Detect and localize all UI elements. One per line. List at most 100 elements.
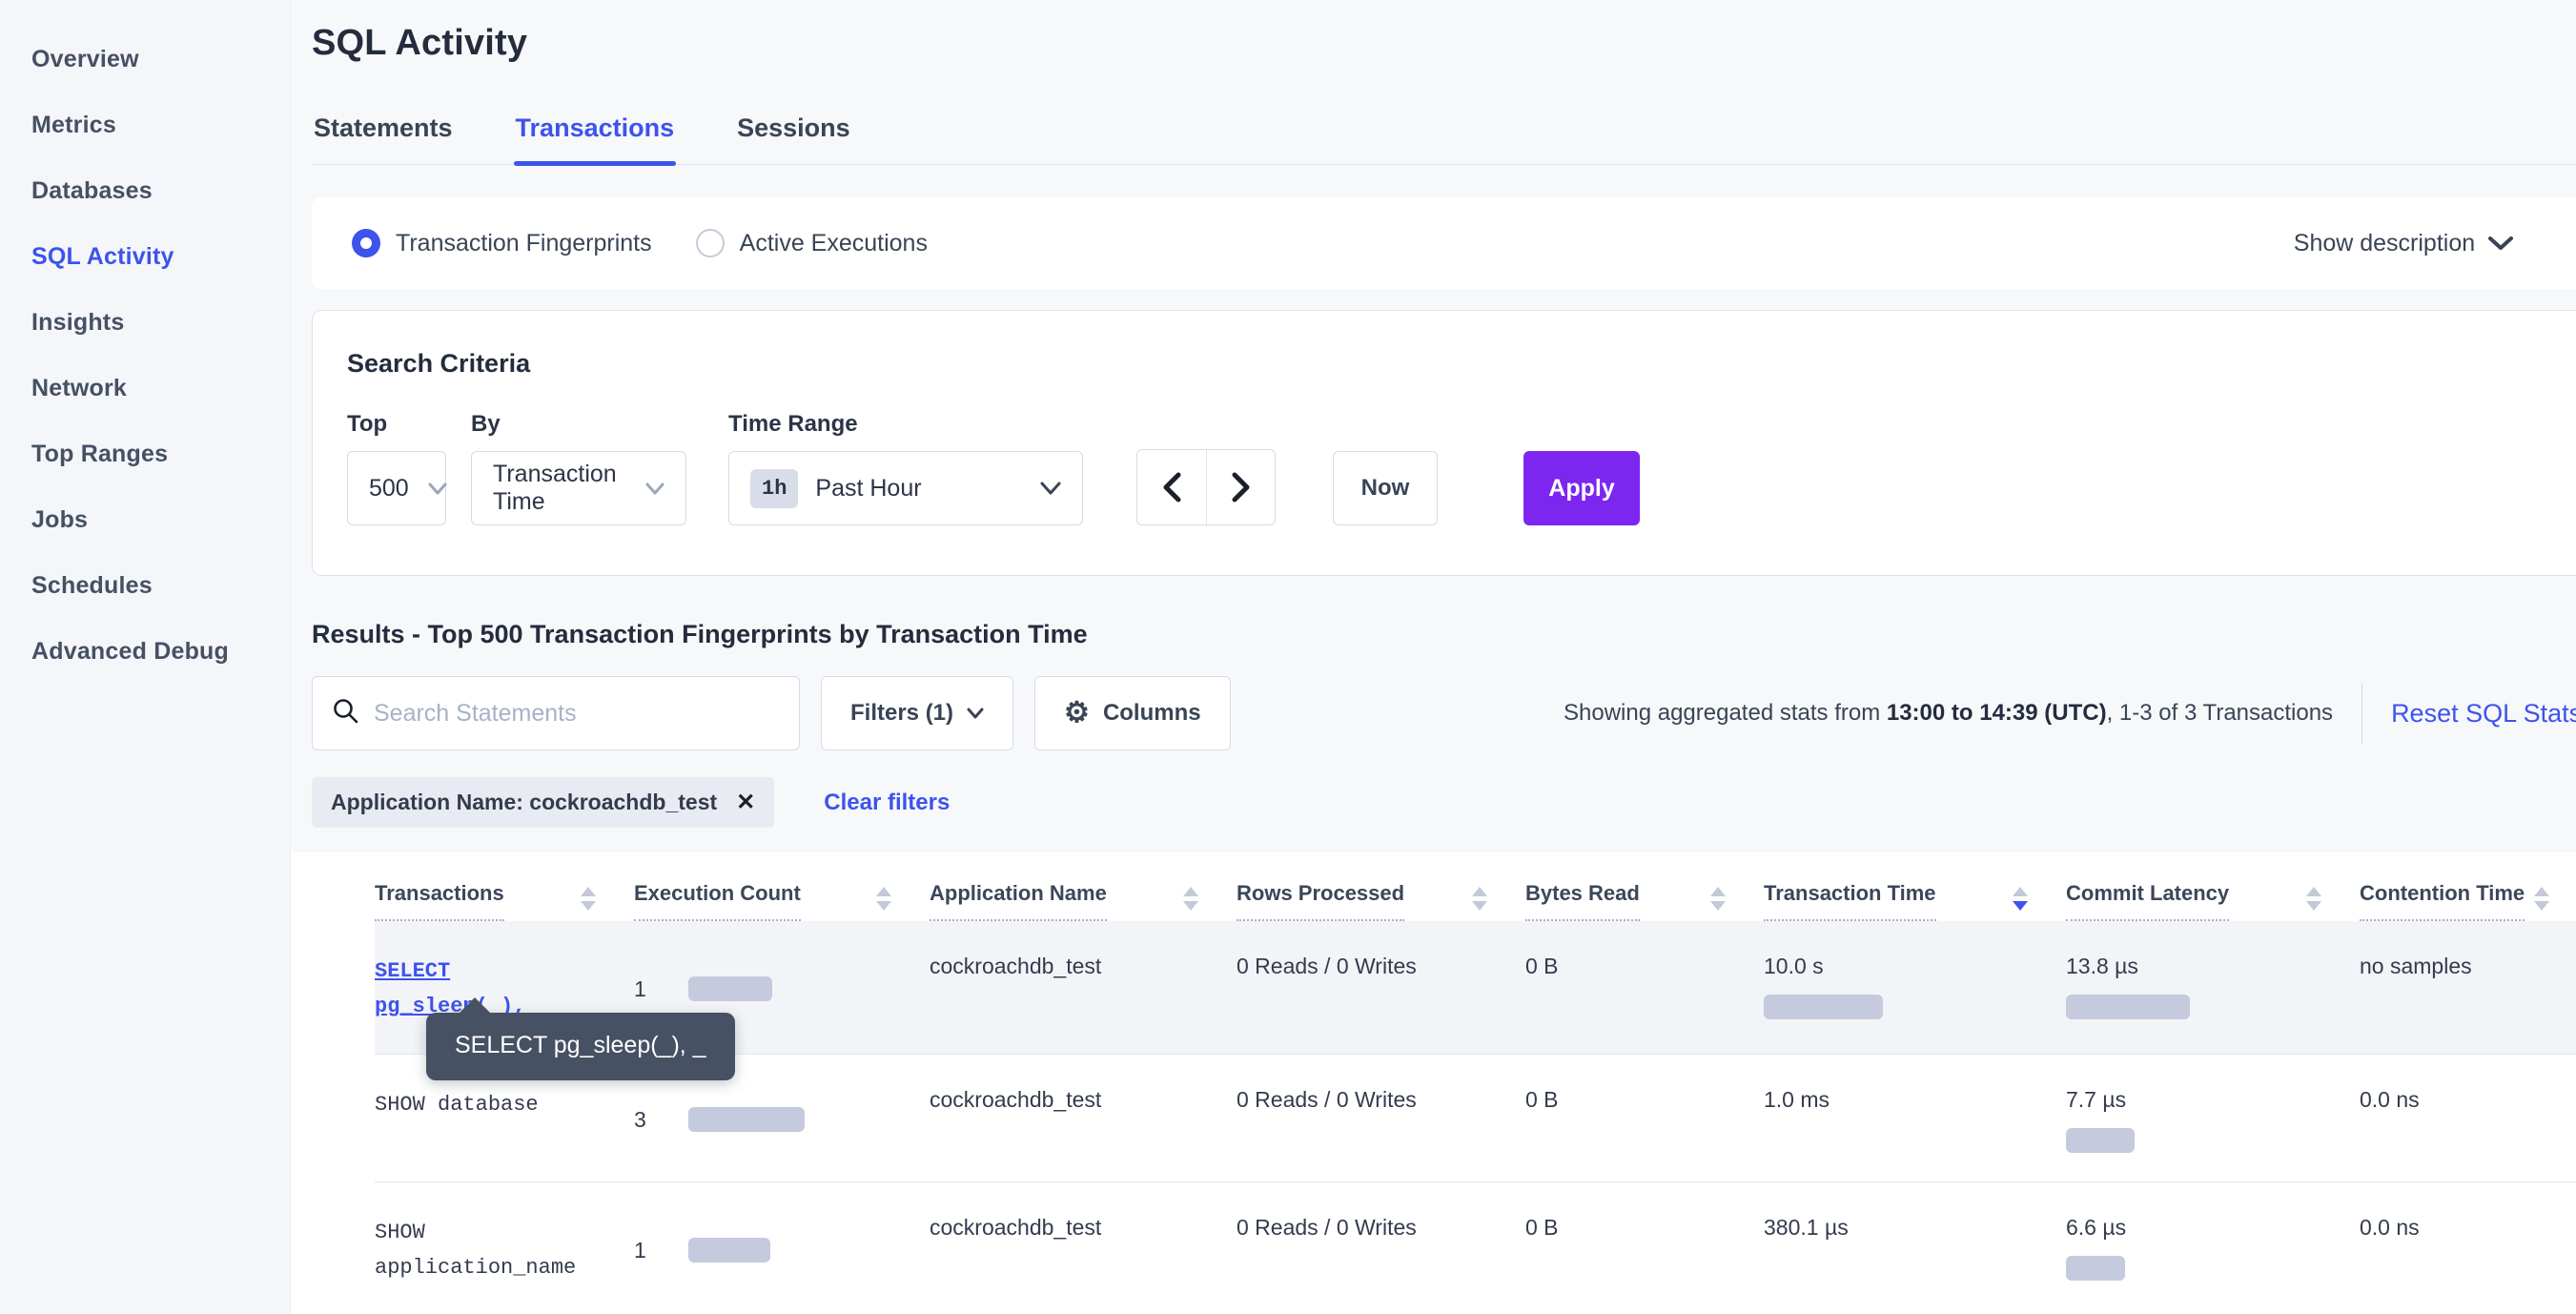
- tab-statements[interactable]: Statements: [314, 113, 453, 142]
- sidebar-item-sql-activity[interactable]: SQL Activity: [31, 243, 174, 270]
- reset-sql-stats-link[interactable]: Reset SQL Stats: [2391, 698, 2576, 728]
- sort-desc-icon: [1472, 901, 1487, 911]
- by-label: By: [471, 411, 501, 437]
- execution-count-value: 1: [634, 1237, 646, 1263]
- column-header-label[interactable]: Bytes Read: [1525, 881, 1640, 921]
- column-header-label[interactable]: Application Name: [930, 881, 1107, 921]
- next-range-button[interactable]: [1206, 450, 1275, 524]
- columns-button[interactable]: ⚙ Columns: [1034, 676, 1231, 750]
- top-field: Top 500: [347, 411, 447, 525]
- sidebar-item-databases[interactable]: Databases: [31, 177, 153, 204]
- sidebar-item-schedules[interactable]: Schedules: [31, 572, 153, 599]
- cell-bytes-read: 0 B: [1525, 1214, 1559, 1240]
- now-button[interactable]: Now: [1333, 451, 1438, 525]
- search-statements-input[interactable]: [374, 699, 780, 728]
- cell-execution-count: 1: [634, 1182, 930, 1314]
- tab-sessions[interactable]: Sessions: [737, 113, 850, 142]
- sort-toggle-icon[interactable]: [581, 887, 596, 911]
- column-header-label[interactable]: Execution Count: [634, 881, 801, 921]
- view-toggle-group: Transaction Fingerprints Active Execution…: [352, 229, 2294, 257]
- tab-transactions[interactable]: Transactions: [513, 100, 677, 166]
- by-field: By Transaction Time: [471, 411, 686, 525]
- sort-desc-icon: [2306, 901, 2321, 911]
- cell-rows-processed: 0 Reads / 0 Writes: [1237, 954, 1417, 978]
- transaction-time-value: 1.0 ms: [1764, 1086, 1830, 1112]
- search-criteria-title: Search Criteria: [347, 349, 531, 378]
- sort-toggle-icon[interactable]: [1710, 887, 1726, 911]
- column-header-label[interactable]: Transactions: [375, 881, 504, 921]
- chevron-down-icon: [645, 482, 664, 495]
- column-header-label[interactable]: Rows Processed: [1237, 881, 1405, 921]
- time-range-value: Past Hour: [815, 474, 922, 502]
- apply-button[interactable]: Apply: [1523, 451, 1640, 525]
- column-header-label[interactable]: Transaction Time: [1764, 881, 1936, 921]
- top-select[interactable]: 500: [347, 451, 447, 525]
- sort-toggle-icon[interactable]: [1183, 887, 1198, 911]
- column-header-transactions: Transactions: [375, 852, 634, 921]
- search-statements-box: [312, 676, 800, 750]
- sidebar-item-overview[interactable]: Overview: [31, 46, 139, 72]
- time-range-badge: 1h: [750, 468, 799, 508]
- cell-contention-time: 0.0 ns: [2360, 1214, 2420, 1240]
- transactions-table: Transactions Execution Count Application N…: [291, 852, 2576, 1314]
- sort-asc-icon: [876, 887, 891, 896]
- commit-latency-bar: [2066, 1127, 2135, 1153]
- page-title: SQL Activity: [312, 23, 528, 63]
- column-header-commit-latency: Commit Latency: [2066, 852, 2360, 921]
- sidebar-item-metrics[interactable]: Metrics: [31, 112, 116, 138]
- sort-toggle-icon[interactable]: [2306, 887, 2321, 911]
- sort-asc-icon: [581, 887, 596, 896]
- time-range-select[interactable]: 1h Past Hour: [728, 451, 1083, 525]
- table-header-row: Transactions Execution Count Application N…: [375, 852, 2576, 921]
- filter-chip: Application Name: cockroachdb_test ✕: [312, 777, 775, 828]
- filters-button[interactable]: Filters (1): [821, 676, 1014, 750]
- cell-execution-count: 3: [634, 1055, 930, 1181]
- commit-latency-bar: [2066, 1255, 2125, 1281]
- sidebar-item-top-ranges[interactable]: Top Ranges: [31, 441, 169, 467]
- sidebar-item-network[interactable]: Network: [31, 375, 128, 401]
- sort-toggle-icon[interactable]: [2013, 887, 2028, 911]
- by-select[interactable]: Transaction Time: [471, 451, 686, 525]
- results-title: Results - Top 500 Transaction Fingerprin…: [312, 620, 1088, 648]
- column-header-contention-time: Contention Time: [2360, 852, 2576, 921]
- transaction-time-value: 380.1 µs: [1764, 1214, 1849, 1240]
- time-range-label: Time Range: [728, 411, 858, 437]
- radio-active-executions[interactable]: Active Executions: [695, 229, 928, 257]
- sidebar-item-advanced-debug[interactable]: Advanced Debug: [31, 638, 229, 665]
- column-header-label[interactable]: Commit Latency: [2066, 881, 2230, 921]
- execution-count-bar: [687, 1107, 805, 1133]
- radio-label: Active Executions: [739, 229, 928, 257]
- sort-toggle-icon[interactable]: [876, 887, 891, 911]
- transaction-fingerprint-link: SHOW application_name: [375, 1220, 577, 1281]
- sort-toggle-icon[interactable]: [2534, 887, 2550, 911]
- sort-toggle-icon[interactable]: [1472, 887, 1487, 911]
- radio-transaction-fingerprints[interactable]: Transaction Fingerprints: [352, 229, 652, 257]
- view-toggle-band: Transaction Fingerprints Active Execution…: [312, 197, 2576, 289]
- filters-label: Filters (1): [850, 700, 954, 726]
- cell-commit-latency: 6.6 µs: [2066, 1182, 2360, 1314]
- cell-contention-time: no samples: [2360, 954, 2472, 978]
- cell-bytes-read: 0 B: [1525, 1086, 1559, 1112]
- top-value: 500: [369, 474, 409, 502]
- chevron-down-icon: [2488, 236, 2514, 251]
- search-criteria-card: Search Criteria Top 500 By Transaction T…: [312, 310, 2576, 576]
- vertical-divider: [2361, 683, 2363, 744]
- column-header-transaction-time: Transaction Time: [1764, 852, 2066, 921]
- previous-range-button[interactable]: [1137, 450, 1206, 524]
- cell-application-name: cockroachdb_test: [930, 1214, 1102, 1240]
- sidebar-item-jobs[interactable]: Jobs: [31, 506, 89, 533]
- clear-filters-link[interactable]: Clear filters: [824, 789, 951, 815]
- cell-transaction-time: 10.0 s: [1764, 921, 2066, 1054]
- tab-bar: Statements Transactions Sessions: [312, 100, 2576, 166]
- sort-asc-icon: [1183, 887, 1198, 896]
- cell-application-name: cockroachdb_test: [930, 954, 1102, 978]
- cell-bytes-read: 0 B: [1525, 954, 1559, 978]
- column-header-label[interactable]: Contention Time: [2360, 881, 2525, 921]
- remove-filter-icon[interactable]: ✕: [736, 790, 756, 815]
- cell-transactions: SHOW application_name: [375, 1182, 634, 1314]
- show-description-toggle[interactable]: Show description: [2294, 230, 2514, 257]
- sidebar-item-insights[interactable]: Insights: [31, 309, 125, 336]
- cell-transaction-time: 380.1 µs: [1764, 1182, 2066, 1314]
- sort-asc-icon: [2013, 887, 2028, 896]
- commit-latency-bar: [2066, 995, 2190, 1019]
